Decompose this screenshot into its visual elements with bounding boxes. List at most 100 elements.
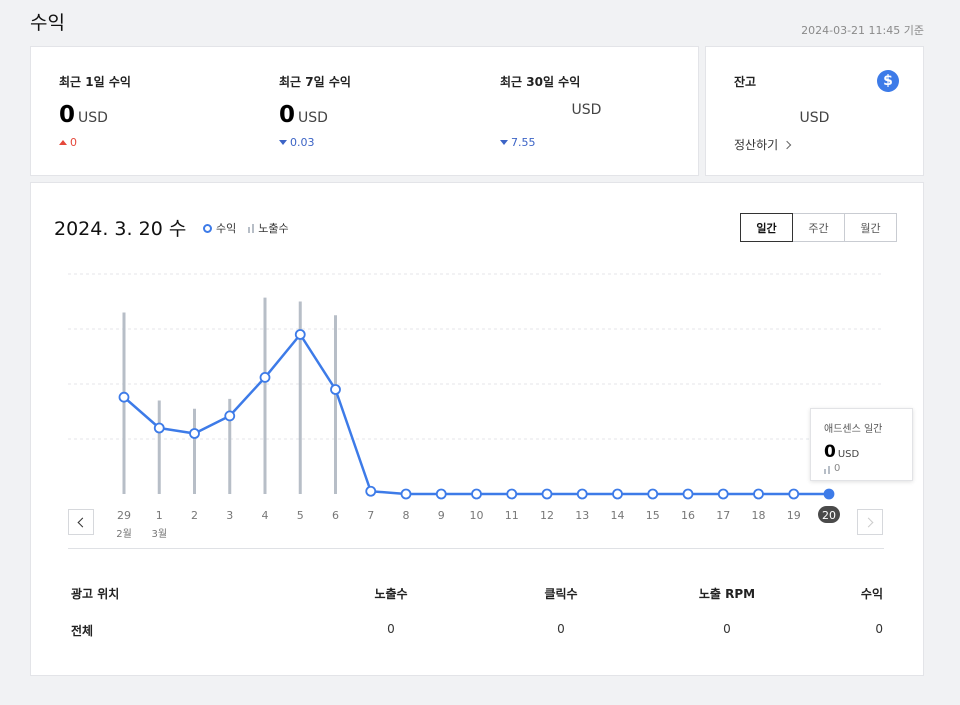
chevron-left-icon [77,517,88,527]
stat-1day: 최근 1일 수익 0 USD 0 [59,73,131,149]
period-tabs: 일간 주간 월간 [740,213,897,242]
timestamp: 2024-03-21 11:45 기준 [801,24,924,37]
revenue-point [506,488,518,500]
circle-marker-icon [203,223,212,233]
x-tick-label: 7 [367,509,374,522]
bar-chart-icon [248,223,255,233]
revenue-point [471,488,482,500]
x-tick-label: 9 [438,509,445,522]
x-tick-label: 18 [752,509,766,522]
legend-revenue: 수익 [203,220,236,236]
stat-unit: USD [298,110,328,126]
settle-link[interactable]: 정산하기 [734,136,792,153]
legend-impressions: 노출수 [248,220,289,236]
revenue-point [717,488,729,500]
x-tick-label: 20 [822,509,836,522]
revenue-point [153,422,165,434]
revenue-point [400,488,412,500]
revenue-point [612,488,623,500]
x-tick-label: 4 [262,509,269,522]
chevron-right-icon [782,140,792,149]
col-header: 광고 위치 [71,587,120,601]
table-row: 전체 0 0 0 0 [71,622,883,659]
table-cell: 0 [875,622,883,636]
chart-next-button[interactable] [857,509,883,535]
revenue-point [118,391,130,403]
revenue-point [541,488,553,500]
x-tick-label: 2 [191,509,198,522]
stat-7day: 최근 7일 수익 0 USD 0.03 [279,73,351,149]
revenue-point [330,384,341,395]
tab-daily[interactable]: 일간 [740,213,793,242]
tooltip-impressions: 0 [834,463,841,474]
chart-legend: 수익 노출수 [203,220,289,236]
revenue-chart-card: 2024. 3. 20 수 수익 노출수 일간 주간 월간 29 1 2 3 4 5 6 7 8… [30,182,924,676]
x-tick-label: 10 [470,509,484,522]
x-tick-label: 16 [681,509,695,522]
chart-prev-button[interactable] [68,509,94,535]
x-tick-label: 17 [716,509,730,522]
arrow-up-icon [59,140,67,145]
chart-date: 2024. 3. 20 수 [54,218,187,240]
table-cell: 0 [387,622,395,636]
stat-unit: USD [78,110,108,126]
settle-link-label: 정산하기 [734,138,779,152]
legend-revenue-label: 수익 [216,222,237,235]
x-tick-label: 13 [575,509,589,522]
revenue-point [259,371,271,383]
stat-change: 7.55 [500,136,670,149]
x-tick-label: 12 [540,509,554,522]
x-tick-label: 1 [156,509,163,522]
x-tick-label: 15 [646,509,660,522]
month-label: 2월 [116,528,132,540]
revenue-point [788,488,800,500]
chart-tooltip: 애드센스 일간 0 USD 0 [810,408,913,481]
revenue-point [753,488,764,500]
x-tick-label: 6 [332,509,339,522]
balance-card: 잔고 $ USD 정산하기 [705,46,924,176]
revenue-point [189,428,200,439]
revenue-point [365,485,377,497]
revenue-point [294,329,306,340]
revenue-summary-card: 최근 1일 수익 0 USD 0 최근 7일 수익 0 USD 0.03 최근 … [30,46,699,176]
stat-change-value: 0 [70,136,77,149]
tooltip-value: 0 [824,442,836,462]
stat-change-value: 0.03 [290,136,315,149]
col-header: 수익 [860,587,883,601]
tooltip-title: 애드센스 일간 [824,424,883,435]
stat-label: 최근 1일 수익 [59,75,131,89]
tooltip-unit: USD [837,449,860,460]
x-tick-label: 19 [787,509,801,522]
stat-change: 0 [59,136,131,149]
stat-change: 0.03 [279,136,351,149]
revenue-point [435,488,447,500]
stat-label: 최근 7일 수익 [279,75,351,89]
stat-value: 0 [59,102,76,128]
selected-date-badge [818,506,840,523]
col-header: 노출 RPM [698,587,756,601]
x-tick-label: 8 [403,509,410,522]
x-tick-label: 5 [297,509,304,522]
arrow-down-icon [500,140,508,145]
col-header: 클릭수 [544,587,578,601]
stat-30day: 최근 30일 수익 USD 7.55 [500,73,670,149]
x-tick-label: 11 [505,509,519,522]
stat-unit: USD [571,102,602,118]
tab-monthly[interactable]: 월간 [844,213,897,242]
table-header-row: 광고 위치 노출수 클릭수 노출 RPM 수익 [71,585,883,622]
legend-impressions-label: 노출수 [258,222,289,235]
ad-placement-table: 광고 위치 노출수 클릭수 노출 RPM 수익 전체 0 0 0 0 [71,585,883,659]
arrow-down-icon [279,140,287,145]
x-tick-label: 29 [117,509,131,522]
chevron-right-icon [863,517,874,527]
bar-chart-icon [824,466,830,474]
revenue-point [576,488,588,500]
balance-label: 잔고 [734,75,757,89]
divider [68,548,884,549]
revenue-point [647,488,659,500]
revenue-point [682,488,694,500]
stat-change-value: 7.55 [511,136,536,149]
page-title: 수익 [30,12,65,34]
dollar-icon: $ [877,70,899,92]
